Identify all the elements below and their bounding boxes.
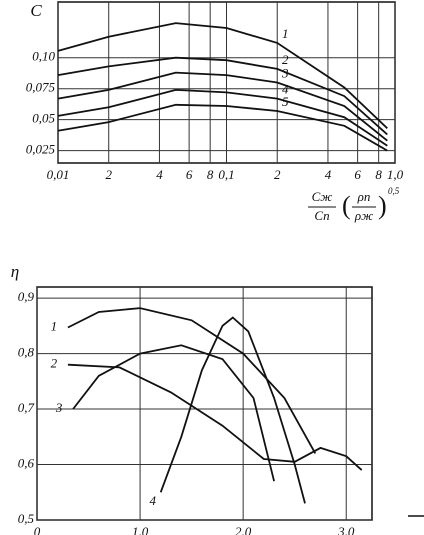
y-tick-label: 0,10 [32, 49, 55, 64]
series-label: 2 [51, 356, 58, 371]
y-tick-label: 0,6 [18, 456, 35, 471]
y-tick-label: 0,7 [18, 400, 35, 415]
series-label: 4 [282, 82, 289, 97]
series-label: 2 [282, 52, 289, 67]
curve [57, 22, 388, 129]
chart: 0,01 2 4 6 8 0,1 2 4 6 8 1,00,0250,050,0750,10C123… [26, 1, 404, 223]
y-tick-label: 0,075 [26, 80, 56, 95]
curve [72, 344, 275, 482]
curve [57, 88, 388, 147]
curve [67, 307, 317, 454]
paren-right: ) [378, 191, 387, 220]
x-tick-label: 0 [34, 524, 41, 535]
chart: 0 1,0 2,0 3,0 0,5 0,6 0,7 0,8 0,9 η 1 2 3 4 [11, 262, 373, 535]
x-tick-label: 6 [354, 167, 361, 182]
x-tick-label: 4 [325, 167, 332, 182]
x-tick-label: 0,01 [47, 167, 70, 182]
curve [57, 103, 388, 152]
curve [57, 56, 388, 136]
curve [159, 316, 306, 504]
x-label-numerator: Cж [312, 189, 333, 204]
y-axis-label: η [11, 262, 19, 281]
x-tick-label: 6 [186, 167, 193, 182]
x-tick-label: 0,1 [218, 167, 234, 182]
series-label: 1 [282, 26, 289, 41]
x-tick-label: 2,0 [235, 524, 252, 535]
x-label-ratio-denominator: ρж [354, 208, 373, 223]
x-tick-label: 1,0 [132, 524, 149, 535]
y-tick-label: 0,05 [32, 111, 55, 126]
curve [57, 71, 388, 142]
x-tick-label: 4 [156, 167, 163, 182]
x-tick-label: 3,0 [337, 524, 355, 535]
y-tick-label: 0,5 [18, 511, 35, 526]
series-label: 4 [149, 493, 156, 508]
y-tick-label: 0,9 [18, 289, 35, 304]
series-label: 3 [55, 400, 63, 415]
x-tick-label: 8 [375, 167, 382, 182]
curve [67, 363, 363, 471]
series-label: 1 [51, 318, 58, 333]
series-label: 5 [282, 94, 289, 109]
series-label: 3 [281, 65, 289, 80]
y-tick-label: 0,025 [26, 142, 56, 157]
y-tick-label: 0,8 [18, 345, 35, 360]
x-label-denominator: Cп [314, 208, 329, 223]
y-axis-label: C [30, 1, 42, 20]
x-tick-label: 2 [105, 167, 112, 182]
x-tick-label: 8 [207, 167, 214, 182]
x-label-exponent: 0,5 [388, 186, 400, 196]
x-label-ratio-numerator: ρп [357, 189, 371, 204]
x-tick-label: 1,0 [387, 167, 404, 182]
x-tick-label: 2 [274, 167, 281, 182]
plot-frame [36, 286, 373, 521]
paren-left: ( [342, 191, 351, 220]
